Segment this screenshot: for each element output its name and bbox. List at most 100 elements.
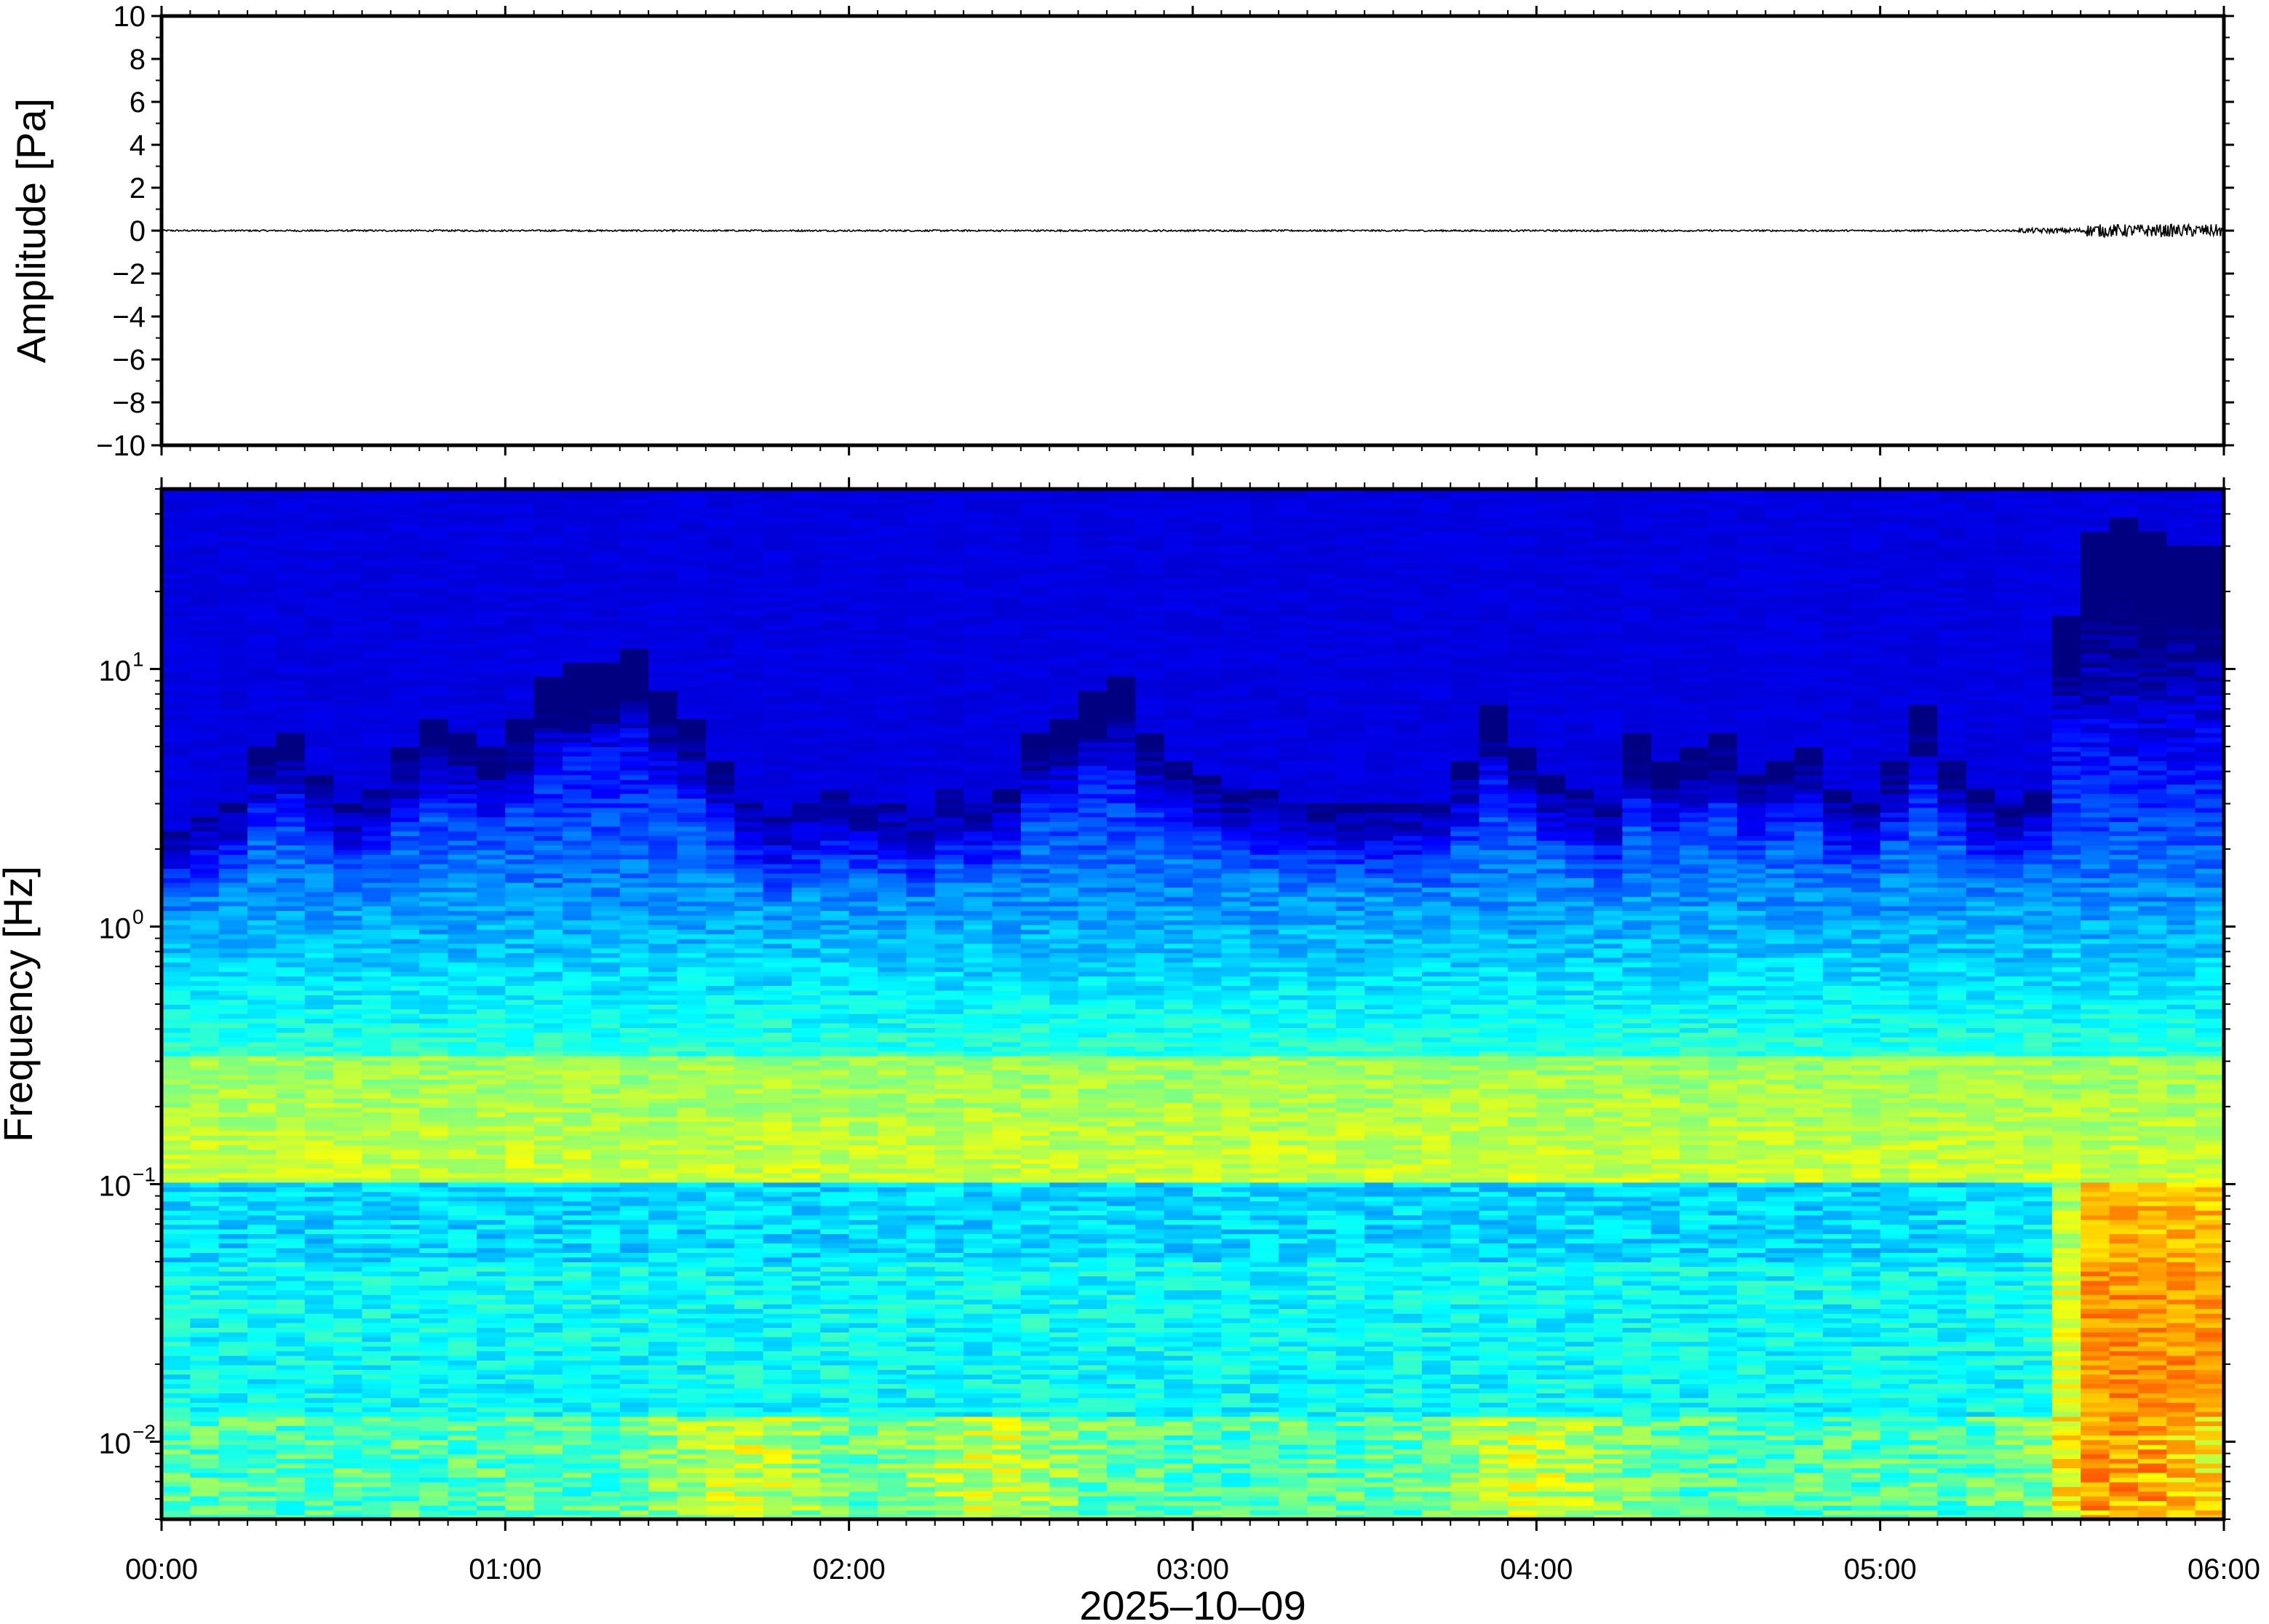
spectrogram-cell <box>734 1126 763 1131</box>
spectrogram-cell <box>734 1393 763 1398</box>
spectrogram-cell <box>391 770 420 775</box>
spectrogram-cell <box>362 1477 392 1482</box>
spectrogram-cell <box>620 1075 649 1080</box>
spectrogram-cell <box>190 1098 219 1103</box>
spectrogram-cell <box>276 1356 305 1361</box>
spectrogram-cell <box>162 1037 191 1042</box>
spectrogram-cell <box>276 527 305 532</box>
spectrogram-cell <box>162 1281 191 1286</box>
spectrogram-cell <box>362 508 392 513</box>
spectrogram-cell <box>505 770 534 775</box>
spectrogram-cell <box>219 1065 248 1070</box>
spectrogram-cell <box>362 1163 392 1169</box>
spectrogram-cell <box>362 718 392 723</box>
spectrogram-cell <box>276 1004 305 1009</box>
spectrogram-cell <box>620 948 649 953</box>
spectrogram-cell <box>477 939 506 944</box>
spectrogram-cell <box>591 1098 620 1103</box>
spectrogram-cell <box>219 1032 248 1038</box>
spectrogram-cell <box>620 1233 649 1238</box>
spectrogram-cell <box>162 1360 191 1365</box>
spectrogram-cell <box>219 512 248 517</box>
spectrogram-cell <box>276 1369 305 1374</box>
spectrogram-cell <box>448 723 477 728</box>
spectrogram-cell <box>305 1285 334 1290</box>
spectrogram-cell <box>648 625 677 630</box>
spectrogram-cell <box>563 1070 592 1075</box>
spectrogram-cell <box>591 1042 620 1047</box>
spectrogram-cell <box>190 639 219 644</box>
spectrogram-cell <box>591 1383 620 1388</box>
spectrogram-cell <box>391 1360 420 1365</box>
spectrogram-cell <box>534 1027 563 1032</box>
spectrogram-cell <box>247 831 277 836</box>
spectrogram-cell <box>505 850 534 855</box>
spectrogram-cell <box>219 1018 248 1023</box>
spectrogram-cell <box>305 742 334 747</box>
spectrogram-cell <box>677 981 707 986</box>
spectrogram-cell <box>505 597 534 602</box>
spectrogram-cell <box>648 850 677 855</box>
spectrogram-cell <box>763 1356 792 1361</box>
spectrogram-cell <box>734 887 763 892</box>
spectrogram-cell <box>620 751 649 756</box>
spectrogram-cell <box>734 554 763 560</box>
spectrogram-cell <box>448 658 477 663</box>
spectrogram-cell <box>648 662 677 667</box>
spectrogram-cell <box>391 1060 420 1065</box>
spectrogram-cell <box>190 1435 219 1440</box>
spectrogram-cell <box>677 1112 707 1117</box>
spectrogram-cell <box>563 1294 592 1299</box>
spectrogram-cell <box>591 1192 620 1197</box>
spectrogram-cell <box>734 910 763 915</box>
spectrogram-cell <box>190 906 219 911</box>
spectrogram-cell <box>734 756 763 761</box>
spectrogram-cell <box>734 770 763 775</box>
spectrogram-cell <box>563 1505 592 1510</box>
spectrogram-cell <box>563 835 592 840</box>
spectrogram-cell <box>362 1281 392 1286</box>
spectrogram-cell <box>362 723 392 728</box>
spectrogram-cell <box>505 1042 534 1047</box>
spectrogram-cell <box>190 1056 219 1061</box>
spectrogram-cell <box>534 1051 563 1056</box>
spectrogram-cell <box>448 597 477 602</box>
spectrogram-cell <box>448 503 477 508</box>
spectrogram-cell <box>763 1271 792 1276</box>
spectrogram-cell <box>734 1145 763 1150</box>
spectrogram-cell <box>391 493 420 498</box>
spectrogram-cell <box>333 1117 362 1122</box>
spectrogram-cell <box>391 1402 420 1407</box>
spectrogram-cell <box>448 592 477 597</box>
spectrogram-cell <box>419 1454 448 1459</box>
spectrogram-cell <box>620 1435 649 1440</box>
spectrogram-cell <box>505 508 534 513</box>
spectrogram-cell <box>333 1318 362 1323</box>
spectrogram-cell <box>706 718 735 723</box>
spectrogram-cell <box>305 1065 334 1070</box>
spectrogram-cell <box>247 620 277 625</box>
spectrogram-cell <box>190 1304 219 1309</box>
spectrogram-cell <box>362 541 392 546</box>
spectrogram-cell <box>219 564 248 569</box>
spectrogram-cell <box>620 1238 649 1243</box>
spectrogram-cell <box>419 718 448 723</box>
spectrogram-cell <box>648 756 677 761</box>
spectrogram-cell <box>648 831 677 836</box>
spectrogram-cell <box>362 971 392 976</box>
spectrogram-cell <box>276 1098 305 1103</box>
spectrogram-cell <box>333 592 362 597</box>
spectrogram-cell <box>648 1102 677 1107</box>
spectrogram-cell <box>276 896 305 901</box>
spectrogram-cell <box>706 1046 735 1051</box>
spectrogram-cell <box>448 1206 477 1211</box>
spectrogram-cell <box>391 784 420 789</box>
spectrogram-cell <box>477 765 506 771</box>
spectrogram-cell <box>477 1393 506 1398</box>
spectrogram-cell <box>734 1042 763 1047</box>
spectrogram-cell <box>362 1192 392 1197</box>
spectrogram-cell <box>190 1004 219 1009</box>
spectrogram-cell <box>648 812 677 817</box>
spectrogram-cell <box>391 1327 420 1332</box>
spectrogram-cell <box>190 1229 219 1234</box>
